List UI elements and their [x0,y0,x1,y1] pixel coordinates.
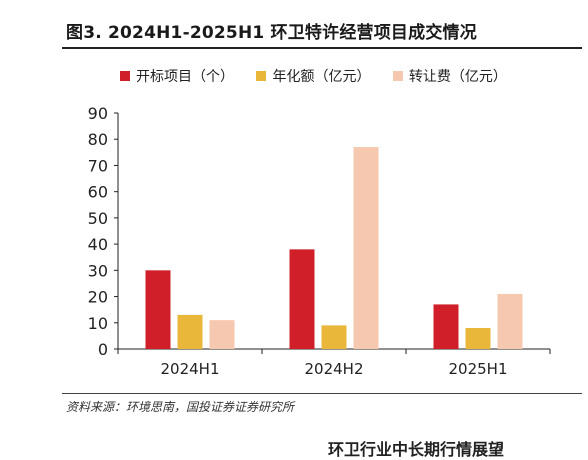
bar [497,293,523,349]
bar [209,320,235,349]
legend-swatch-transfer-fee [392,71,403,81]
y-tick-label: 30 [88,261,108,280]
bar [289,249,315,349]
bar [177,314,203,349]
y-tick-label: 60 [88,183,108,202]
y-tick-label: 0 [98,340,108,359]
bar [353,147,379,349]
legend-swatch-annual-amount [256,71,267,81]
x-tick-label: 2024H2 [305,360,364,378]
x-tick-label: 2024H1 [161,360,220,378]
y-tick-label: 70 [88,156,108,175]
legend-label-transfer-fee: 转让费（亿元） [408,69,507,85]
y-tick-label: 20 [88,288,108,307]
source-note: 资料来源：环境思南，国投证券证券研究所 [66,400,295,414]
source-divider [62,393,582,394]
y-tick-label: 50 [88,209,108,228]
title-divider [62,47,582,49]
legend-item-transfer-fee: 转让费（亿元） [392,66,507,86]
y-tick-label: 10 [88,314,108,333]
y-tick-label: 80 [88,130,108,149]
legend-item-annual-amount: 年化额（亿元） [256,66,370,86]
y-tick-label: 40 [88,235,108,254]
bar [321,325,347,349]
legend-label-projects: 开标项目（个） [136,69,234,85]
bar [433,304,459,349]
y-tick-label: 90 [88,104,108,123]
legend-label-annual-amount: 年化额（亿元） [272,69,371,85]
chart-legend: 开标项目（个） 年化额（亿元） 转让费（亿元） [120,66,525,86]
bar [465,328,491,349]
bar-chart: 0 10 20 30 40 50 60 70 80 90 2024H1 2024H2 2025H1 [88,104,551,378]
x-tick-label: 2025H1 [449,360,508,378]
legend-item-projects: 开标项目（个） [120,66,234,86]
figure-title: 图3. 2024H1-2025H1 环卫特许经营项目成交情况 [66,23,477,43]
bar [145,270,171,349]
footer-text: 环卫行业中长期行情展望 [328,440,505,459]
legend-swatch-projects [120,71,130,81]
